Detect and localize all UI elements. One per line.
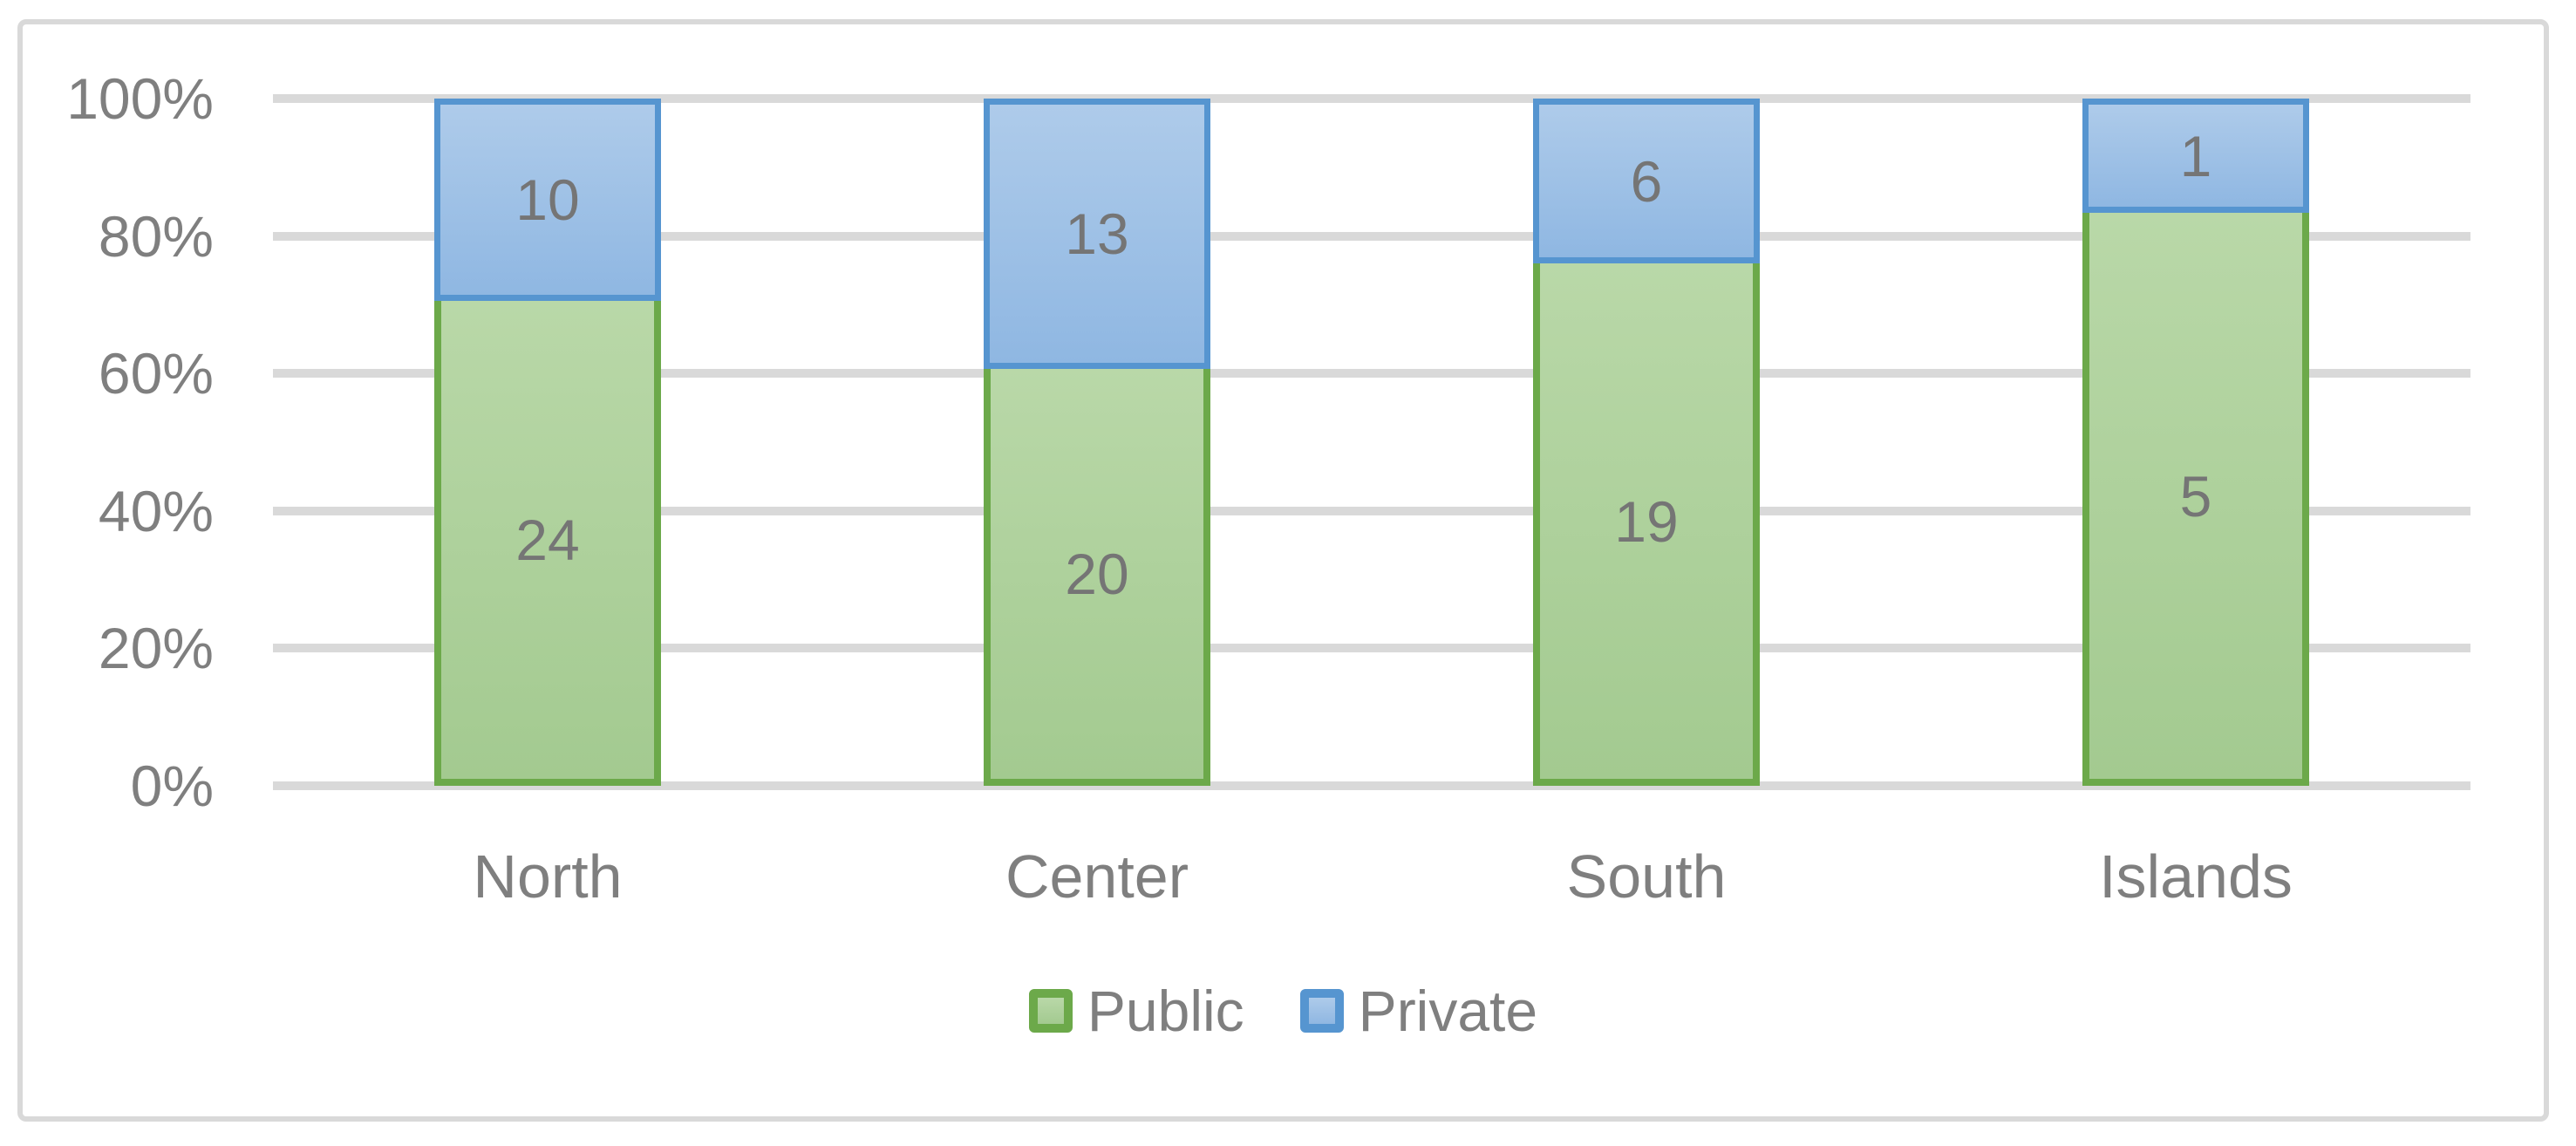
x-axis-label-center: Center — [1005, 842, 1189, 911]
data-label-private-center: 13 — [1065, 201, 1129, 266]
gridline — [273, 231, 2470, 241]
gridline — [273, 644, 2470, 653]
data-label-private-islands: 1 — [2179, 123, 2212, 188]
y-axis-label: 20% — [98, 616, 214, 681]
legend-swatch-private — [1299, 989, 1344, 1033]
segment-private-south: 6 — [1533, 99, 1760, 263]
y-axis-label: 80% — [98, 203, 214, 269]
x-axis-label-islands: Islands — [2099, 842, 2293, 911]
data-label-public-north: 24 — [515, 508, 580, 572]
segment-public-center: 20 — [984, 369, 1210, 786]
legend-item-private: Private — [1299, 979, 1538, 1043]
x-axis-line — [273, 781, 2470, 790]
bar-center: 13 20 — [984, 99, 1210, 786]
y-axis-label: 40% — [98, 478, 214, 543]
y-axis-label: 0% — [130, 754, 214, 818]
segment-public-south: 19 — [1533, 263, 1760, 786]
gridline — [273, 94, 2470, 103]
segment-public-north: 24 — [434, 301, 661, 786]
legend-label-public: Public — [1087, 979, 1244, 1043]
segment-private-north: 10 — [434, 99, 661, 301]
y-axis-label: 60% — [98, 341, 214, 406]
data-label-public-islands: 5 — [2179, 463, 2212, 529]
y-axis-label: 100% — [66, 66, 214, 131]
legend-label-private: Private — [1358, 979, 1538, 1043]
gridline — [273, 506, 2470, 515]
segment-private-center: 13 — [984, 99, 1210, 369]
legend-swatch-public — [1028, 989, 1073, 1033]
x-axis-label-north: North — [473, 842, 623, 911]
data-label-public-south: 19 — [1614, 488, 1679, 554]
x-axis-label-south: South — [1566, 842, 1727, 911]
legend: Public Private — [17, 982, 2549, 1040]
gridline — [273, 369, 2470, 379]
data-label-private-south: 6 — [1630, 148, 1663, 214]
bar-south: 6 19 — [1533, 99, 1760, 786]
legend-item-public: Public — [1028, 979, 1244, 1043]
data-label-public-center: 20 — [1065, 542, 1129, 606]
data-label-private-north: 10 — [515, 167, 580, 232]
bar-north: 10 24 — [434, 99, 661, 786]
segment-public-islands: 5 — [2082, 213, 2309, 786]
segment-private-islands: 1 — [2082, 99, 2309, 213]
